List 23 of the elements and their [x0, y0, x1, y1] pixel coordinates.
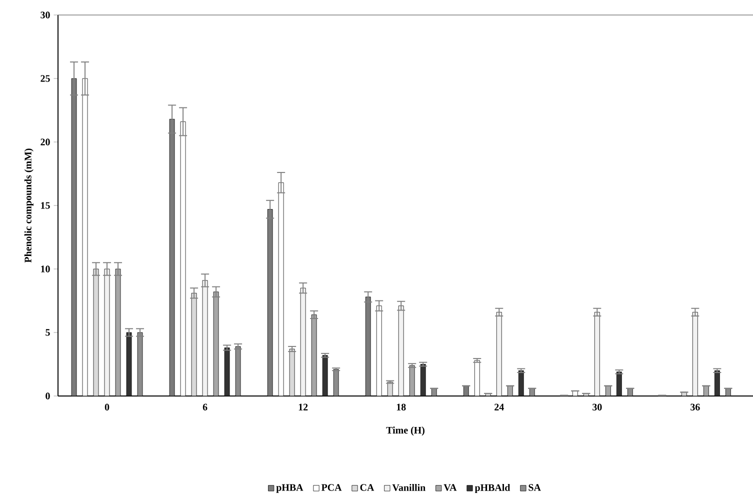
x-tick-label: 24 — [494, 404, 504, 410]
x-axis-title: Time (H) — [386, 426, 424, 436]
y-tick-label: 0 — [46, 392, 50, 400]
y-tick-label: 25 — [40, 75, 50, 82]
x-tick-label: 18 — [396, 404, 406, 410]
x-tick-label: 6 — [202, 404, 208, 410]
legend-label: pHBA — [276, 484, 304, 493]
legend-label: CA — [360, 484, 374, 491]
legend-label: PCA — [321, 484, 342, 491]
y-tick-label: 20 — [40, 138, 50, 146]
legend-label: VA — [444, 484, 457, 491]
y-tick-label: 5 — [46, 329, 50, 336]
x-tick-label: 36 — [690, 404, 700, 410]
x-tick-label: 12 — [298, 404, 308, 410]
y-tick-label: 15 — [41, 202, 50, 209]
legend-label: Vanillin — [392, 484, 426, 492]
y-tick-label: 10 — [41, 266, 50, 272]
legend-label: SA — [528, 484, 541, 491]
y-axis-title: Phenolic compounds (mM) — [24, 148, 34, 263]
y-tick-label: 30 — [40, 12, 50, 18]
x-tick-label: 30 — [592, 404, 602, 410]
legend-label: pHBAld — [474, 484, 510, 494]
x-tick-label: 0 — [104, 404, 110, 410]
